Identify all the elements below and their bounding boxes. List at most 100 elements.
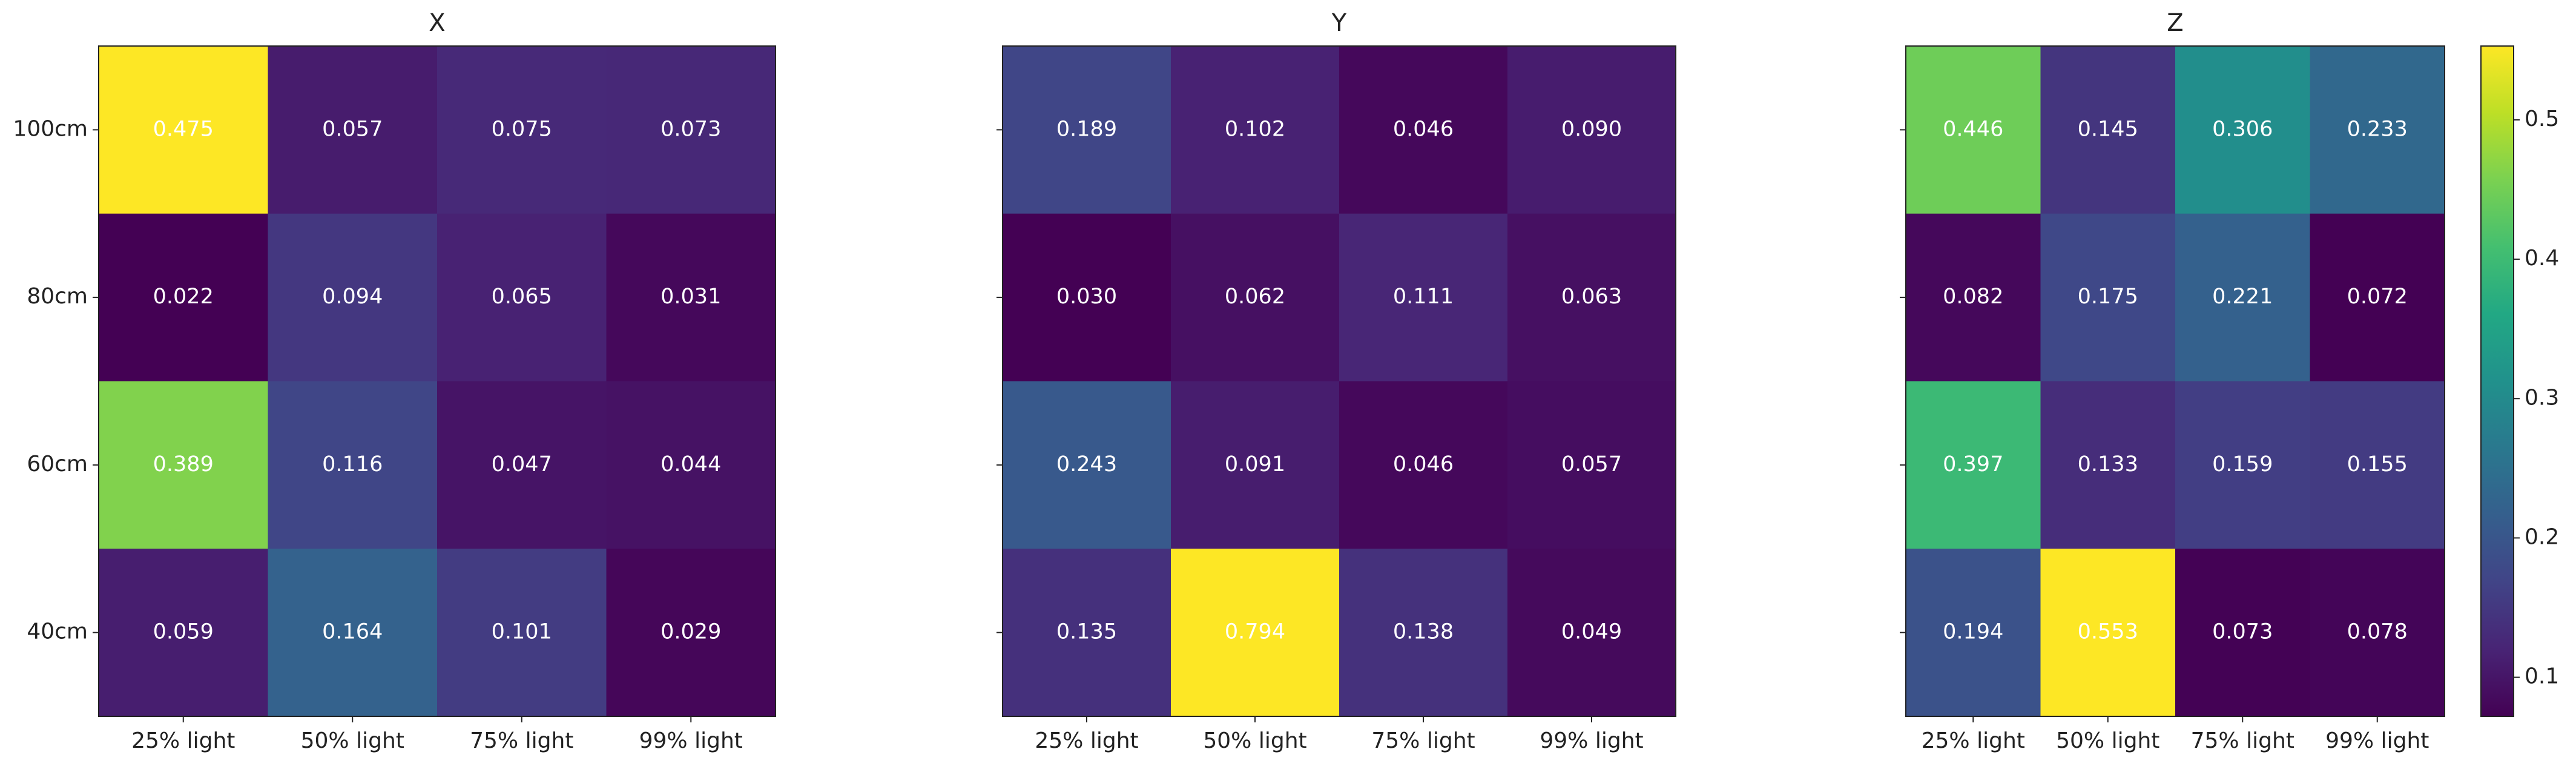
heatmap-cell: [1507, 549, 1676, 717]
cell-label: 0.553: [2078, 620, 2138, 644]
cell-label: 0.072: [2347, 285, 2408, 309]
cell-label: 0.221: [2212, 285, 2273, 309]
cell-label: 0.031: [660, 285, 721, 309]
cell-label: 0.389: [153, 452, 214, 477]
plot-frame: [1002, 45, 1676, 717]
heatmap-cell: [268, 46, 438, 214]
heatmap-cell: [2310, 46, 2445, 214]
cell-label: 0.155: [2347, 452, 2408, 477]
heatmap-cell: [2310, 549, 2445, 717]
heatmap-cell: [2175, 213, 2310, 381]
heatmap-cell: [1507, 381, 1676, 549]
heatmap-cell: [606, 213, 776, 381]
x-tick-label: 50% light: [1203, 728, 1306, 753]
y-tick-label: 100cm: [13, 116, 88, 141]
cell-label: 0.794: [1225, 620, 1285, 644]
heatmap-cell: [2175, 549, 2310, 717]
heatmap-cell: [1507, 46, 1676, 214]
y-tick-label: 40cm: [27, 619, 88, 644]
heatmap-cell: [1171, 381, 1340, 549]
heatmap-cell: [2175, 381, 2310, 549]
heatmap-cell: [2175, 46, 2310, 214]
heatmap-cell: [99, 213, 268, 381]
colorbar-tick-label: 0.3: [2525, 385, 2559, 410]
heatmap-cell: [99, 46, 268, 214]
cell-label: 0.075: [492, 117, 552, 141]
cell-label: 0.046: [1393, 117, 1454, 141]
heatmap-cell: [1171, 46, 1340, 214]
cell-label: 0.047: [492, 452, 552, 477]
heatmap-cell: [1339, 549, 1508, 717]
x-tick-label: 75% light: [470, 728, 573, 753]
cell-label: 0.030: [1056, 285, 1117, 309]
x-tick-label: 25% light: [131, 728, 235, 753]
cell-label: 0.029: [660, 620, 721, 644]
heatmap-cell: [2040, 46, 2176, 214]
colorbar-tick-label: 0.5: [2525, 107, 2559, 131]
heatmap-cell: [1339, 381, 1508, 549]
cell-label: 0.073: [2212, 620, 2273, 644]
cell-label: 0.159: [2212, 452, 2273, 477]
cell-label: 0.138: [1393, 620, 1454, 644]
heatmap-cell: [1003, 213, 1171, 381]
chart-title: Y: [1331, 9, 1347, 37]
heatmap-cell: [606, 549, 776, 717]
heatmap-cell: [1171, 549, 1340, 717]
heatmap-cell: [268, 381, 438, 549]
x-tick-label: 50% light: [2056, 728, 2159, 753]
cell-label: 0.022: [153, 285, 214, 309]
cell-label: 0.065: [492, 285, 552, 309]
heatmap-cell: [268, 549, 438, 717]
y-tick-label: 80cm: [27, 284, 88, 309]
cell-label: 0.145: [2078, 117, 2138, 141]
heatmap-cell: [1003, 46, 1171, 214]
cell-label: 0.175: [2078, 285, 2138, 309]
heatmap-cell: [1339, 46, 1508, 214]
cell-label: 0.164: [322, 620, 383, 644]
cell-label: 0.135: [1056, 620, 1117, 644]
y-tick-label: 60cm: [27, 452, 88, 477]
heatmap-cell: [1507, 213, 1676, 381]
heatmap-cell: [1906, 381, 2041, 549]
cell-label: 0.057: [1561, 452, 1622, 477]
heatmap-cell: [2040, 381, 2176, 549]
heatmap-cell: [437, 549, 607, 717]
heatmap-cell: [99, 381, 268, 549]
x-tick-label: 50% light: [301, 728, 404, 753]
cell-label: 0.475: [153, 117, 214, 141]
cell-label: 0.062: [1225, 285, 1285, 309]
x-tick-label: 99% light: [1540, 728, 1643, 753]
x-tick-label: 25% light: [1922, 728, 2025, 753]
colorbar: [2480, 45, 2514, 717]
cell-label: 0.091: [1225, 452, 1285, 477]
colorbar-tick-label: 0.2: [2525, 524, 2559, 549]
heatmap-cell: [437, 381, 607, 549]
colorbar-tick-label: 0.1: [2525, 664, 2559, 689]
heatmap-cell: [2040, 549, 2176, 717]
cell-label: 0.044: [660, 452, 721, 477]
heatmap-cell: [99, 549, 268, 717]
heatmap-cell: [1339, 213, 1508, 381]
plot-frame: [98, 45, 776, 717]
x-tick-label: 99% light: [2325, 728, 2429, 753]
cell-label: 0.049: [1561, 620, 1622, 644]
heatmap-cell: [606, 46, 776, 214]
x-tick-label: 99% light: [639, 728, 743, 753]
cell-label: 0.116: [322, 452, 383, 477]
cell-label: 0.059: [153, 620, 214, 644]
cell-label: 0.194: [1943, 620, 2003, 644]
heatmap-cell: [437, 46, 607, 214]
cell-label: 0.057: [322, 117, 383, 141]
plot-frame: [1905, 45, 2445, 717]
cell-label: 0.189: [1056, 117, 1117, 141]
cell-label: 0.073: [660, 117, 721, 141]
heatmap-cell: [2310, 381, 2445, 549]
heatmap-cell: [1906, 549, 2041, 717]
heatmap-cell: [1003, 381, 1171, 549]
heatmap-cell: [1171, 213, 1340, 381]
cell-label: 0.102: [1225, 117, 1285, 141]
cell-label: 0.063: [1561, 285, 1622, 309]
cell-label: 0.133: [2078, 452, 2138, 477]
heatmap-cell: [437, 213, 607, 381]
